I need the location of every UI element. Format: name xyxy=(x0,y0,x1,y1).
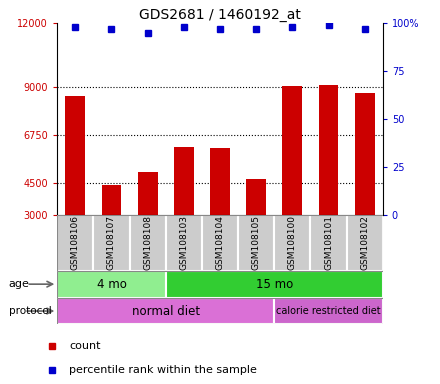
Bar xyxy=(274,298,383,324)
Bar xyxy=(246,179,266,215)
Text: GSM108104: GSM108104 xyxy=(216,215,224,270)
Text: GSM108101: GSM108101 xyxy=(324,215,333,270)
Bar xyxy=(282,86,302,215)
Text: protocol: protocol xyxy=(9,306,51,316)
Bar xyxy=(57,215,93,271)
Text: GSM108107: GSM108107 xyxy=(107,215,116,270)
Bar xyxy=(166,271,383,298)
Text: 15 mo: 15 mo xyxy=(256,278,293,291)
Text: GSM108102: GSM108102 xyxy=(360,215,369,270)
Bar xyxy=(274,215,311,271)
Bar xyxy=(210,148,230,215)
Bar xyxy=(174,147,194,215)
Text: 4 mo: 4 mo xyxy=(96,278,126,291)
Text: calorie restricted diet: calorie restricted diet xyxy=(276,306,381,316)
Bar xyxy=(93,215,129,271)
Text: normal diet: normal diet xyxy=(132,305,200,318)
Bar xyxy=(202,215,238,271)
Title: GDS2681 / 1460192_at: GDS2681 / 1460192_at xyxy=(139,8,301,22)
Bar xyxy=(138,172,158,215)
Text: GSM108105: GSM108105 xyxy=(252,215,260,270)
Text: GSM108103: GSM108103 xyxy=(180,215,188,270)
Bar xyxy=(66,96,85,215)
Bar xyxy=(102,185,121,215)
Text: age: age xyxy=(9,279,29,289)
Text: GSM108106: GSM108106 xyxy=(71,215,80,270)
Bar xyxy=(355,93,375,215)
Bar xyxy=(129,215,166,271)
Bar xyxy=(57,271,166,298)
Bar xyxy=(319,85,338,215)
Bar xyxy=(238,215,274,271)
Text: GSM108108: GSM108108 xyxy=(143,215,152,270)
Text: percentile rank within the sample: percentile rank within the sample xyxy=(69,364,257,375)
Bar xyxy=(311,215,347,271)
Bar xyxy=(57,298,274,324)
Bar xyxy=(166,215,202,271)
Text: GSM108100: GSM108100 xyxy=(288,215,297,270)
Text: count: count xyxy=(69,341,101,351)
Bar xyxy=(347,215,383,271)
